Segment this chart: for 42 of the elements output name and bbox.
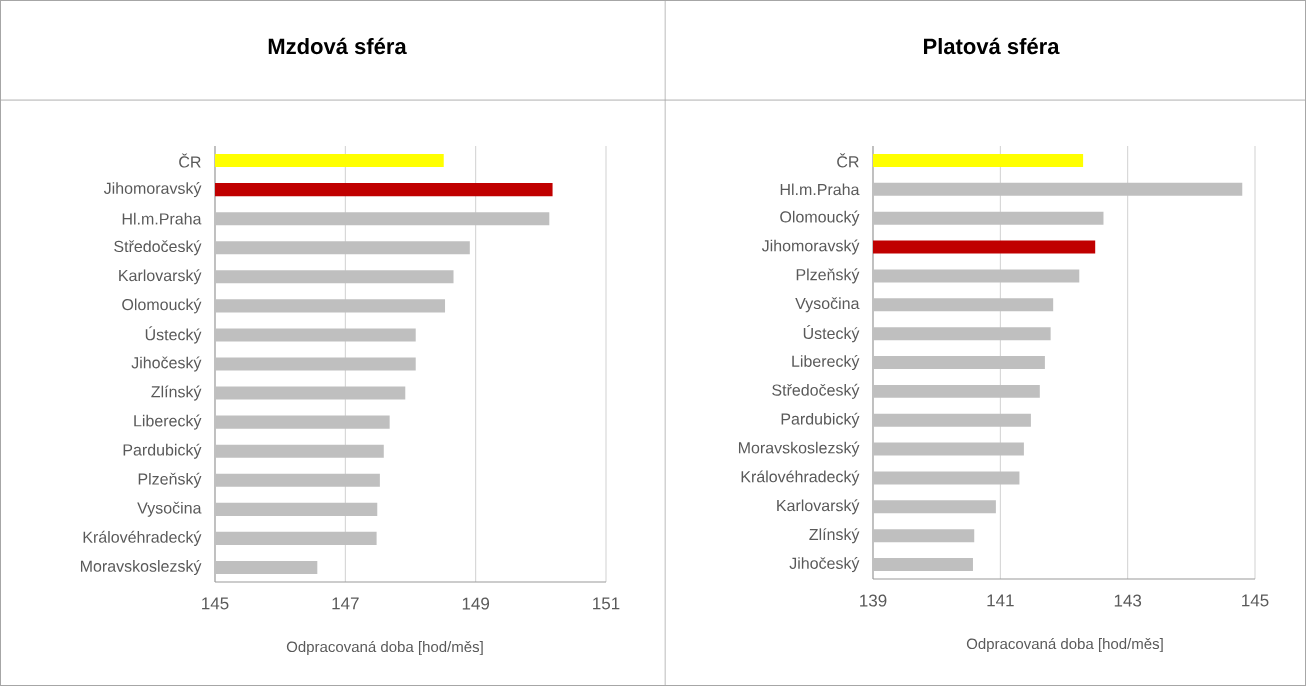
x-tick-label: 143 [1114,594,1142,607]
y-tick-label: Hl.m.Praha [780,183,860,196]
x-tick-label: 141 [987,594,1014,607]
y-tick-label: Karlovarský [777,499,860,515]
y-tick-label: Moravskoslezský [80,559,202,576]
y-tick-label: Středočeský [772,383,860,399]
y-tick-label: Hl.m.Praha [122,212,202,225]
y-tick-label: ČR [179,153,201,168]
chart-title: Platová sféra [924,37,1060,55]
x-tick-label: 145 [202,597,229,610]
y-tick-label: Olomoucký [122,298,202,314]
y-tick-label: Královéhradecký [83,530,202,546]
x-axis-title: Odpracovaná doba [hod/měs] [966,637,1163,653]
y-tick-label: Zlínský [809,528,860,544]
y-tick-label: Olomoucký [780,210,860,226]
y-tick-label: Ústecký [803,325,860,343]
y-tick-label: Moravskoslezský [738,441,860,457]
y-tick-label: Královéhradecký [741,470,860,486]
y-tick-label: Liberecký [134,414,202,430]
y-tick-label: Jihomoravský [103,182,202,198]
y-tick-label: Vysočina [137,501,202,517]
y-tick-label: ČR [837,153,859,168]
y-tick-label: Plzeňský [138,472,202,488]
y-tick-label: Jihočeský [131,356,202,372]
x-tick-label: 145 [1242,594,1269,607]
y-tick-label: Plzeňský [796,268,860,284]
chart-title: Mzdová sféra [268,37,407,55]
y-tick-label: Jihočeský [789,557,860,573]
x-tick-label: 139 [860,594,887,607]
y-tick-label: Liberecký [792,354,860,371]
x-tick-label: 147 [332,597,359,610]
x-tick-label: 149 [462,597,490,610]
y-tick-label: Pardubický [781,412,860,428]
y-tick-label: Pardubický [123,443,202,459]
y-tick-label: Středočeský [114,240,202,256]
y-tick-label: Zlínský [151,385,202,401]
x-axis-title: Odpracovaná doba [hod/měs] [286,640,483,656]
y-tick-label: Vysočina [795,297,860,313]
y-tick-label: Jihomoravský [761,239,860,255]
x-tick-label: 151 [593,597,620,610]
y-tick-label: Karlovarský [119,269,202,285]
y-tick-label: Ústecký [145,326,202,344]
